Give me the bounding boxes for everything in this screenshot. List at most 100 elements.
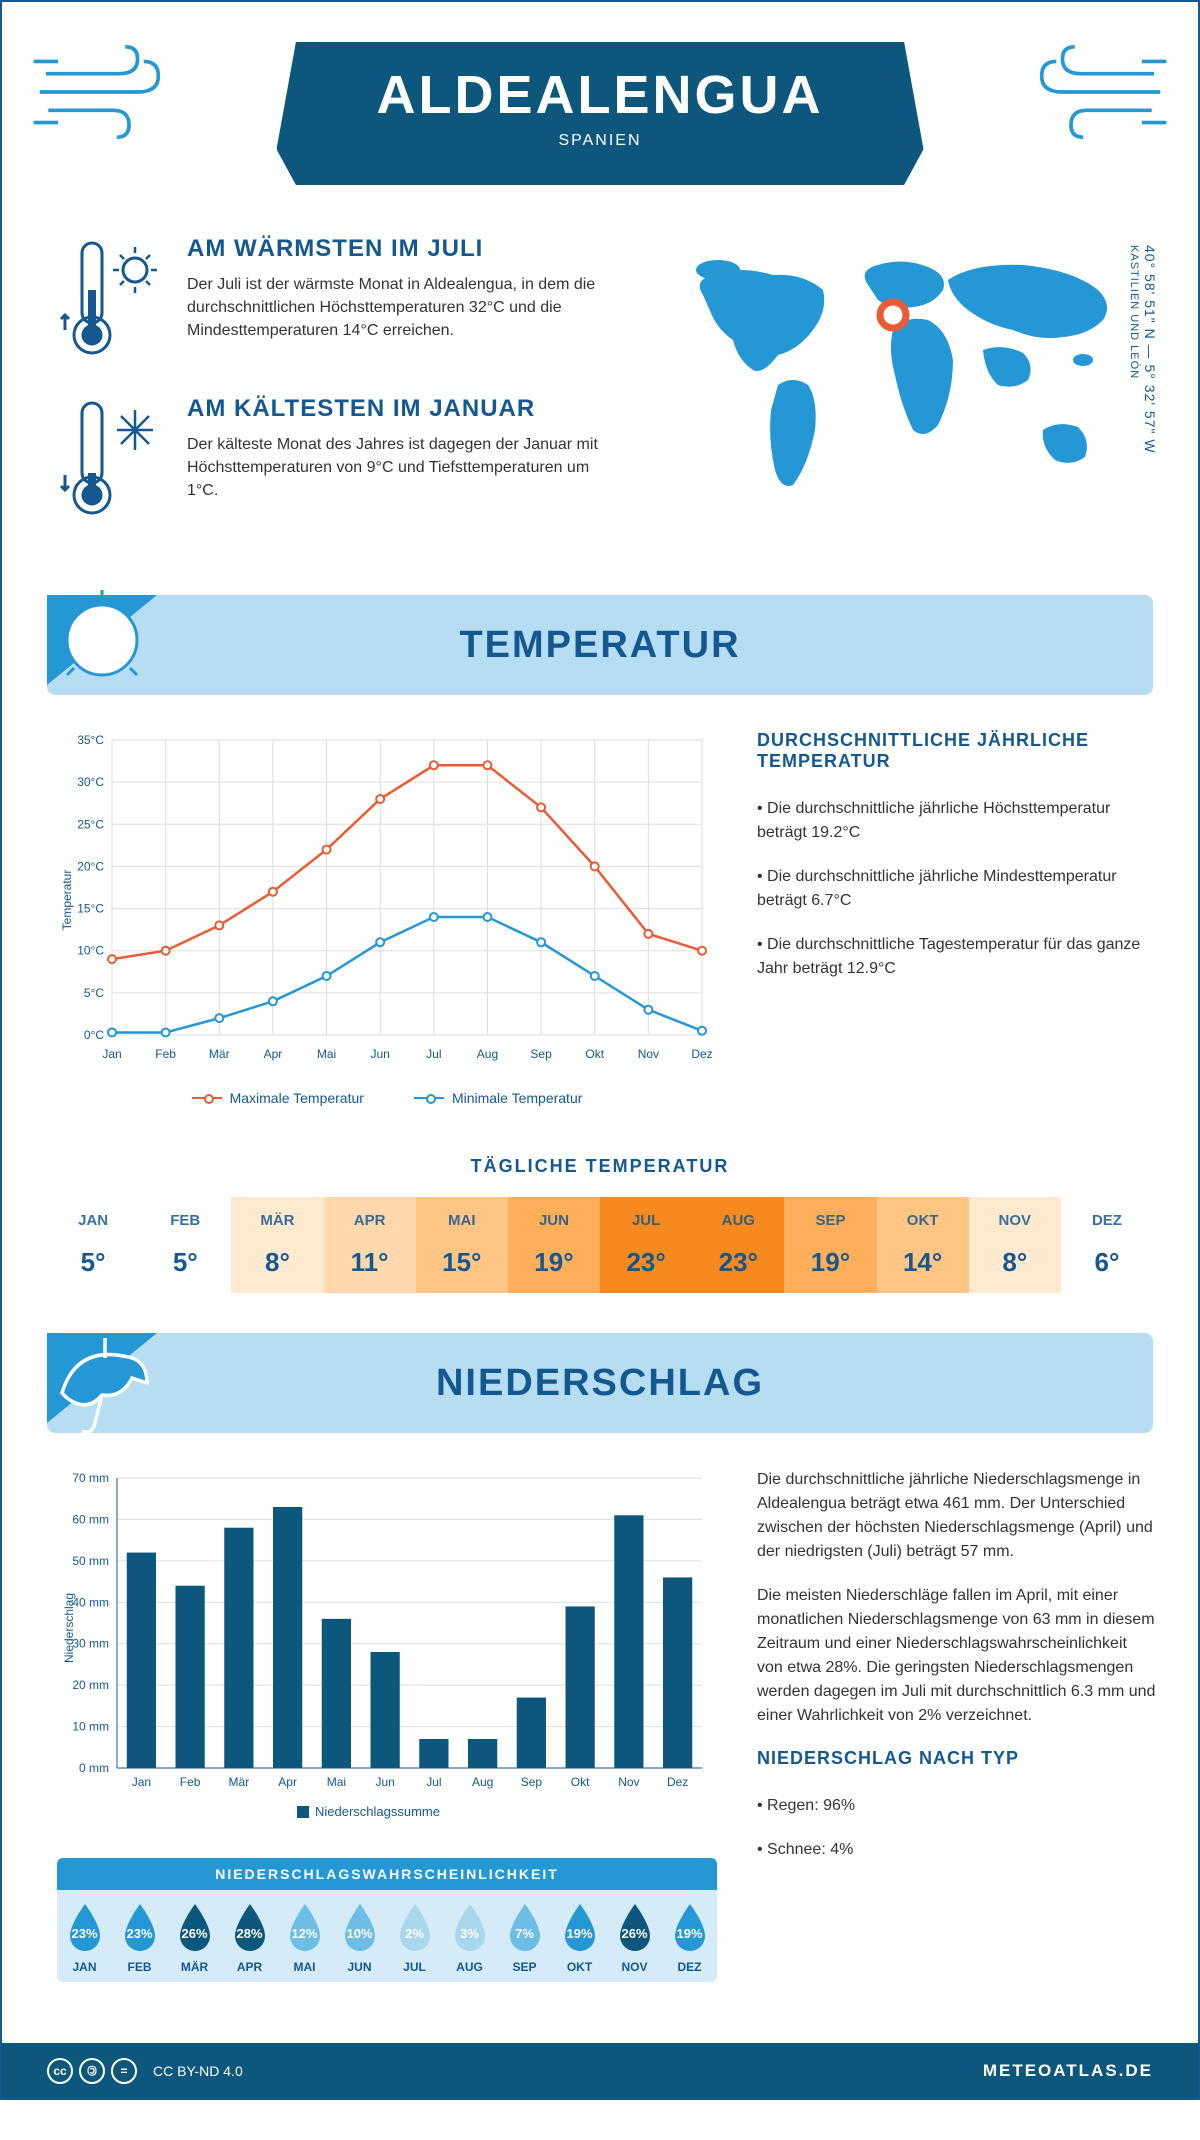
prob-cell: 23%FEB <box>112 1902 167 1974</box>
coldest-title: AM KÄLTESTEN IM JANUAR <box>187 395 613 423</box>
svg-text:Apr: Apr <box>264 1047 283 1061</box>
warmest-block: AM WÄRMSTEN IM JULI Der Juli ist der wär… <box>57 235 613 365</box>
svg-text:70 mm: 70 mm <box>72 1471 109 1485</box>
svg-text:5°C: 5°C <box>84 986 104 1000</box>
svg-text:25°C: 25°C <box>77 817 104 831</box>
svg-text:0 mm: 0 mm <box>79 1761 109 1775</box>
svg-text:50 mm: 50 mm <box>72 1554 109 1568</box>
footer: cc 🄯 = CC BY-ND 4.0 METEOATLAS.DE <box>2 2043 1198 2098</box>
prob-cell: 26%MÄR <box>167 1902 222 1974</box>
daily-cell: MAI15° <box>416 1197 508 1293</box>
svg-text:10°C: 10°C <box>77 944 104 958</box>
precip-type-bullet: • Regen: 96% <box>757 1794 1157 1818</box>
prob-cell: 19%OKT <box>552 1902 607 1974</box>
region-name: KASTILIEN UND LEÓN <box>1128 245 1140 379</box>
daily-cell: JUN19° <box>508 1197 600 1293</box>
svg-text:10 mm: 10 mm <box>72 1720 109 1734</box>
svg-text:Jul: Jul <box>426 1775 441 1789</box>
precip-section-header: NIEDERSCHLAG <box>47 1333 1153 1433</box>
warmest-title: AM WÄRMSTEN IM JULI <box>187 235 613 263</box>
svg-text:15°C: 15°C <box>77 902 104 916</box>
svg-text:Dez: Dez <box>667 1775 688 1789</box>
temp-bullet: • Die durchschnittliche Tagestemperatur … <box>757 933 1157 981</box>
temp-bullet: • Die durchschnittliche jährliche Höchst… <box>757 797 1157 845</box>
daily-cell: JUL23° <box>600 1197 692 1293</box>
svg-text:30°C: 30°C <box>77 775 104 789</box>
prob-cell: 10%JUN <box>332 1902 387 1974</box>
svg-text:Feb: Feb <box>180 1775 201 1789</box>
svg-text:Temperatur: Temperatur <box>60 870 74 931</box>
svg-text:Mai: Mai <box>327 1775 346 1789</box>
precip-type-bullet: • Schnee: 4% <box>757 1838 1157 1862</box>
precip-title: NIEDERSCHLAG <box>436 1362 764 1405</box>
svg-text:Dez: Dez <box>691 1047 712 1061</box>
warmest-text: Der Juli ist der wärmste Monat in Aldeal… <box>187 273 613 343</box>
temp-bullet: • Die durchschnittliche jährliche Mindes… <box>757 865 1157 913</box>
precip-type-title: NIEDERSCHLAG NACH TYP <box>757 1748 1157 1769</box>
daily-cell: SEP19° <box>784 1197 876 1293</box>
title-banner: ALDEALENGUA SPANIEN <box>277 42 924 185</box>
precip-probability-box: NIEDERSCHLAGSWAHRSCHEINLICHKEIT 23%JAN23… <box>57 1858 717 1982</box>
svg-text:Nov: Nov <box>638 1047 659 1061</box>
svg-text:Jul: Jul <box>426 1047 441 1061</box>
svg-text:30 mm: 30 mm <box>72 1637 109 1651</box>
temperature-line-chart: 0°C5°C10°C15°C20°C25°C30°C35°CJanFebMärA… <box>57 730 717 1070</box>
wind-icon <box>32 37 182 147</box>
prob-cell: 3%AUG <box>442 1902 497 1974</box>
svg-text:Niederschlag: Niederschlag <box>62 1593 76 1663</box>
prob-cell: 2%JUL <box>387 1902 442 1974</box>
precip-bar-chart: 0 mm 10 mm 20 mm 30 mm 40 mm 50 mm 60 mm 70 mm J… <box>57 1468 717 1828</box>
daily-cell: DEZ6° <box>1061 1197 1153 1293</box>
svg-text:Mär: Mär <box>229 1775 250 1789</box>
annual-temp-title: DURCHSCHNITTLICHE JÄHRLICHE TEMPERATUR <box>757 730 1157 772</box>
legend-min: Minimale Temperatur <box>452 1090 582 1106</box>
svg-text:Jun: Jun <box>375 1775 394 1789</box>
temperature-title: TEMPERATUR <box>459 624 740 667</box>
site-name: METEOATLAS.DE <box>983 2061 1153 2081</box>
prob-cell: 26%NOV <box>607 1902 662 1974</box>
svg-text:Sep: Sep <box>521 1775 543 1789</box>
city-title: ALDEALENGUA <box>377 64 824 126</box>
svg-text:Aug: Aug <box>477 1047 498 1061</box>
daily-cell: APR11° <box>324 1197 416 1293</box>
daily-cell: OKT14° <box>877 1197 969 1293</box>
prob-cell: 12%MAI <box>277 1902 332 1974</box>
svg-text:Nov: Nov <box>618 1775 639 1789</box>
precip-para-2: Die meisten Niederschläge fallen im Apri… <box>757 1584 1157 1728</box>
sun-icon <box>37 585 167 715</box>
svg-text:Feb: Feb <box>155 1047 176 1061</box>
thermometer-hot-icon <box>57 235 167 365</box>
prob-title: NIEDERSCHLAGSWAHRSCHEINLICHKEIT <box>57 1858 717 1890</box>
precip-side-text: Die durchschnittliche jährliche Niedersc… <box>757 1468 1157 1982</box>
wind-icon <box>1018 37 1168 147</box>
svg-text:60 mm: 60 mm <box>72 1512 109 1526</box>
svg-text:Jan: Jan <box>102 1047 121 1061</box>
legend-max: Maximale Temperatur <box>230 1090 364 1106</box>
svg-text:Aug: Aug <box>472 1775 493 1789</box>
temp-legend: Maximale Temperatur Minimale Temperatur <box>57 1090 717 1106</box>
svg-text:20°C: 20°C <box>77 859 104 873</box>
daily-cell: MÄR8° <box>231 1197 323 1293</box>
daily-temp-grid: JAN5°FEB5°MÄR8°APR11°MAI15°JUN19°JUL23°A… <box>47 1197 1153 1293</box>
svg-text:20 mm: 20 mm <box>72 1678 109 1692</box>
daily-cell: AUG23° <box>692 1197 784 1293</box>
umbrella-icon <box>37 1323 167 1453</box>
svg-text:Jun: Jun <box>371 1047 390 1061</box>
temp-side-text: DURCHSCHNITTLICHE JÄHRLICHE TEMPERATUR •… <box>757 730 1157 1106</box>
prob-cell: 19%DEZ <box>662 1902 717 1974</box>
header: ALDEALENGUA SPANIEN <box>2 2 1198 215</box>
license-text: CC BY-ND 4.0 <box>153 2063 243 2079</box>
prob-cell: 7%SEP <box>497 1902 552 1974</box>
svg-text:35°C: 35°C <box>77 733 104 747</box>
svg-text:Niederschlagssumme: Niederschlagssumme <box>315 1804 440 1819</box>
temperature-section-header: TEMPERATUR <box>47 595 1153 695</box>
coldest-text: Der kälteste Monat des Jahres ist dagege… <box>187 433 613 503</box>
daily-temp-title: TÄGLICHE TEMPERATUR <box>2 1156 1198 1177</box>
thermometer-cold-icon <box>57 395 167 525</box>
daily-cell: NOV8° <box>969 1197 1061 1293</box>
daily-cell: FEB5° <box>139 1197 231 1293</box>
cc-license-icons: cc 🄯 = CC BY-ND 4.0 <box>47 2058 243 2084</box>
svg-text:Okt: Okt <box>585 1047 604 1061</box>
prob-cell: 28%APR <box>222 1902 277 1974</box>
svg-text:40 mm: 40 mm <box>72 1595 109 1609</box>
